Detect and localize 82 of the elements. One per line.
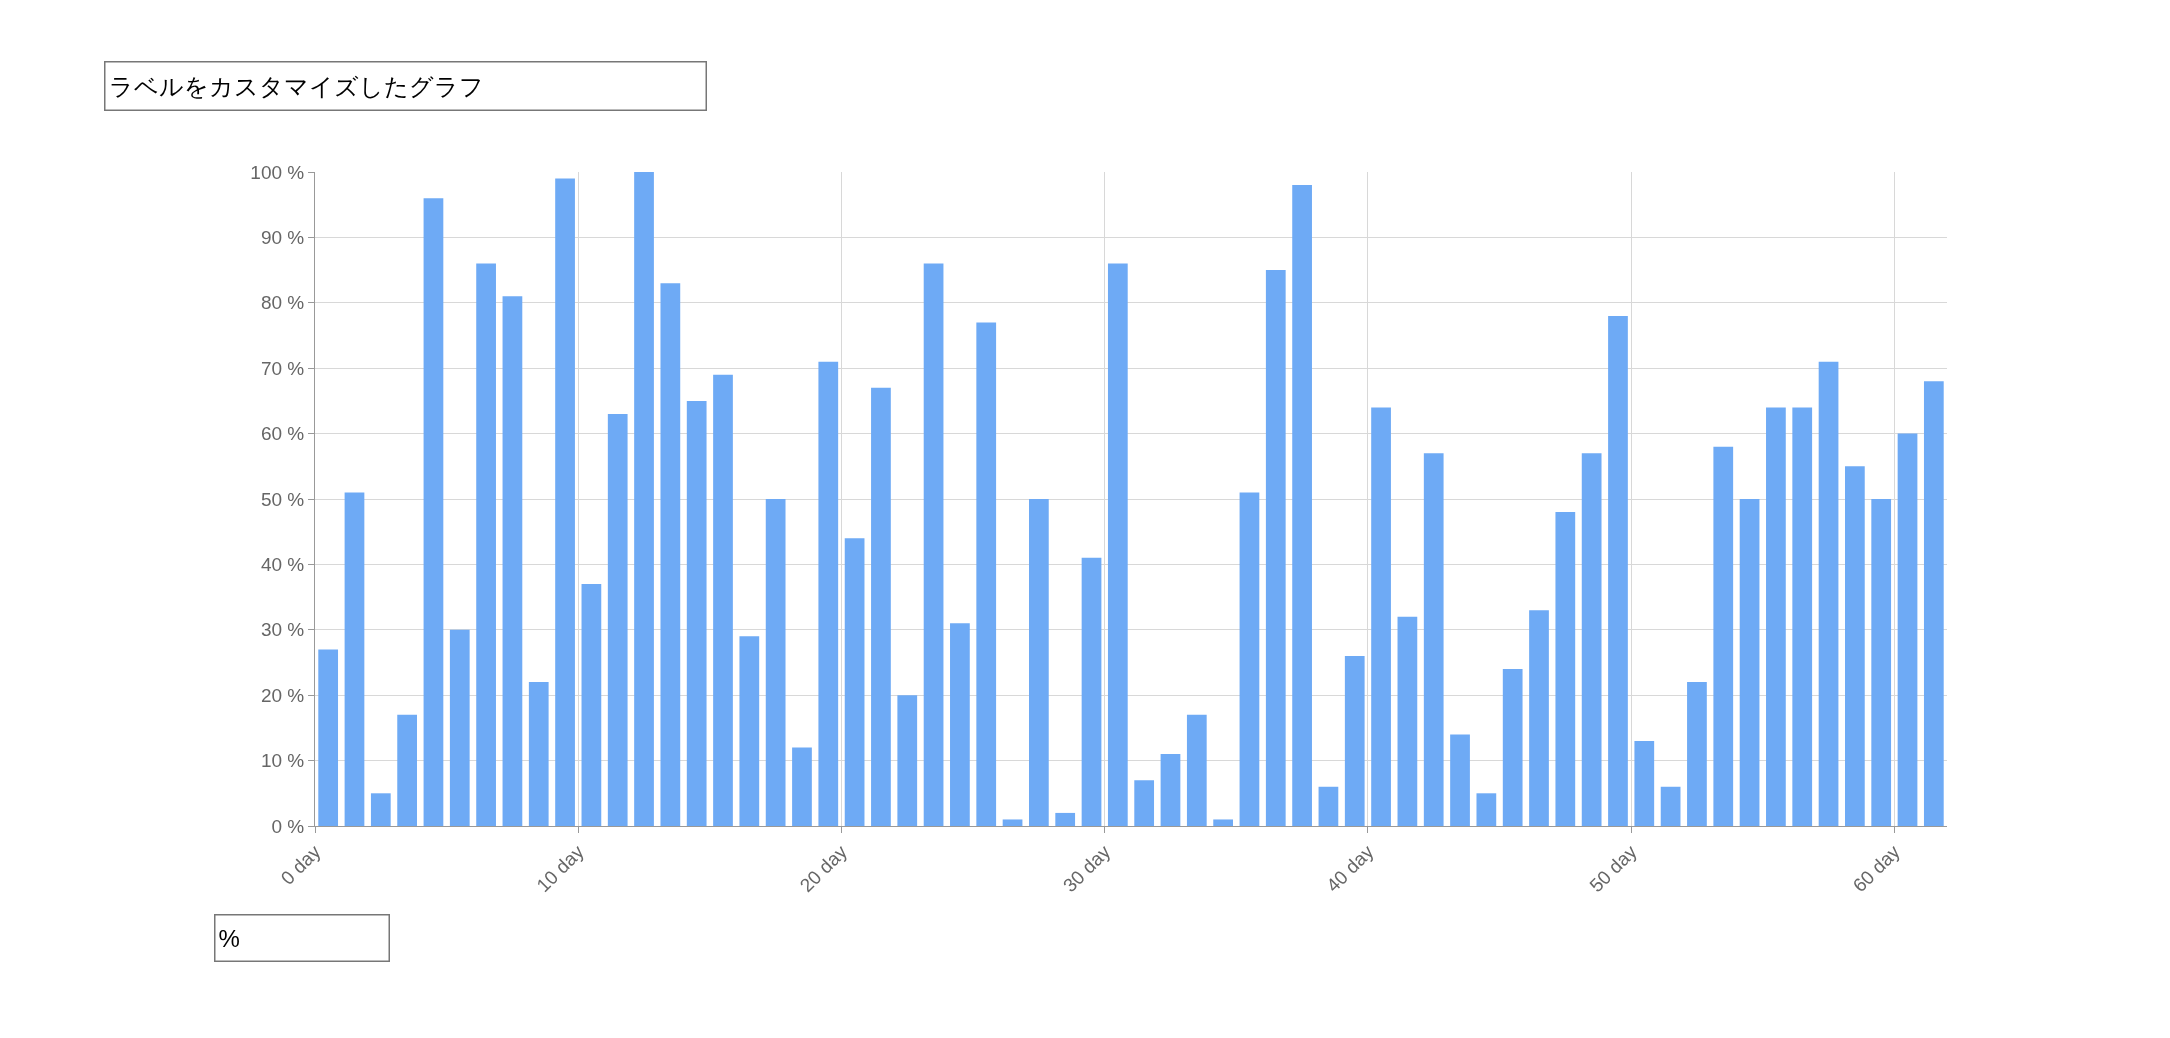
bar bbox=[1397, 616, 1418, 826]
bar bbox=[1713, 446, 1734, 826]
y-tick-label: 50 % bbox=[260, 488, 305, 510]
bar bbox=[1318, 786, 1339, 826]
bar bbox=[739, 636, 760, 826]
bar bbox=[818, 361, 839, 826]
bar bbox=[1555, 512, 1576, 826]
bar bbox=[397, 714, 417, 826]
bar bbox=[1134, 780, 1155, 826]
bar bbox=[1634, 740, 1655, 826]
x-tick-label: 0 day bbox=[276, 840, 325, 889]
y-tick-label: 30 % bbox=[260, 619, 305, 641]
y-tick-label: 60 % bbox=[260, 423, 305, 445]
bar bbox=[1107, 263, 1128, 826]
bar bbox=[1371, 407, 1391, 826]
bar bbox=[1845, 466, 1865, 826]
x-tick-label: 60 day bbox=[1848, 840, 1905, 897]
bar bbox=[1871, 499, 1892, 826]
bar bbox=[1160, 754, 1181, 826]
bar bbox=[950, 623, 970, 826]
bar bbox=[1002, 819, 1023, 826]
y-tick-label: 0 % bbox=[271, 815, 305, 837]
y-tick-label: 90 % bbox=[260, 227, 305, 249]
text: ラベルをカスタマイズしたグラフ bbox=[108, 72, 484, 100]
bar bbox=[476, 263, 496, 826]
bar bbox=[555, 178, 575, 826]
y-tick-label: 10 % bbox=[260, 750, 305, 772]
y-tick-label: 20 % bbox=[260, 684, 305, 706]
x-tick-label: 20 day bbox=[795, 840, 852, 897]
bar bbox=[686, 400, 707, 826]
bar bbox=[502, 296, 523, 826]
bar bbox=[423, 198, 444, 826]
bar bbox=[976, 322, 997, 826]
bar bbox=[1818, 361, 1839, 826]
y-tick-label: 100 % bbox=[250, 161, 305, 183]
bar bbox=[1344, 655, 1365, 826]
bar bbox=[871, 387, 891, 826]
bar bbox=[1687, 682, 1707, 826]
bar bbox=[1292, 185, 1312, 826]
bar bbox=[1081, 557, 1102, 826]
text: % bbox=[218, 924, 240, 952]
bar bbox=[1529, 610, 1549, 826]
bar bbox=[1792, 407, 1813, 826]
bar bbox=[1502, 669, 1523, 826]
bar bbox=[660, 283, 681, 826]
bar bbox=[318, 649, 339, 826]
bar bbox=[1265, 270, 1286, 826]
bar bbox=[607, 413, 628, 826]
bar bbox=[844, 538, 865, 826]
x-tick-label: 10 day bbox=[532, 840, 589, 897]
bar bbox=[1476, 793, 1497, 826]
bar bbox=[765, 499, 786, 826]
bar bbox=[634, 172, 654, 826]
bar bbox=[344, 492, 365, 826]
bar bbox=[1186, 714, 1207, 826]
bar bbox=[792, 747, 812, 826]
bar bbox=[1660, 786, 1681, 826]
bar bbox=[1739, 499, 1760, 826]
bar bbox=[923, 263, 944, 826]
bar bbox=[1923, 381, 1944, 826]
y-tick-label: 40 % bbox=[260, 554, 305, 576]
x-tick-label: 50 day bbox=[1585, 840, 1642, 897]
bar bbox=[1213, 819, 1233, 826]
bar bbox=[1766, 407, 1786, 826]
bar bbox=[449, 629, 470, 826]
bar bbox=[1581, 453, 1602, 826]
y-tick-label: 80 % bbox=[260, 292, 305, 314]
bar bbox=[1897, 433, 1918, 826]
bar bbox=[1450, 734, 1470, 826]
bar bbox=[1423, 453, 1444, 826]
bar bbox=[1239, 492, 1260, 826]
bar bbox=[713, 374, 733, 826]
bar bbox=[1055, 812, 1076, 826]
x-tick-label: 40 day bbox=[1322, 840, 1378, 897]
bar bbox=[1029, 499, 1049, 826]
bar bbox=[1608, 315, 1628, 826]
bar bbox=[528, 682, 549, 826]
bar bbox=[370, 793, 391, 826]
bar bbox=[581, 584, 602, 826]
bar bbox=[897, 695, 918, 826]
y-tick-label: 70 % bbox=[260, 357, 305, 379]
x-tick-label: 30 day bbox=[1059, 840, 1115, 897]
